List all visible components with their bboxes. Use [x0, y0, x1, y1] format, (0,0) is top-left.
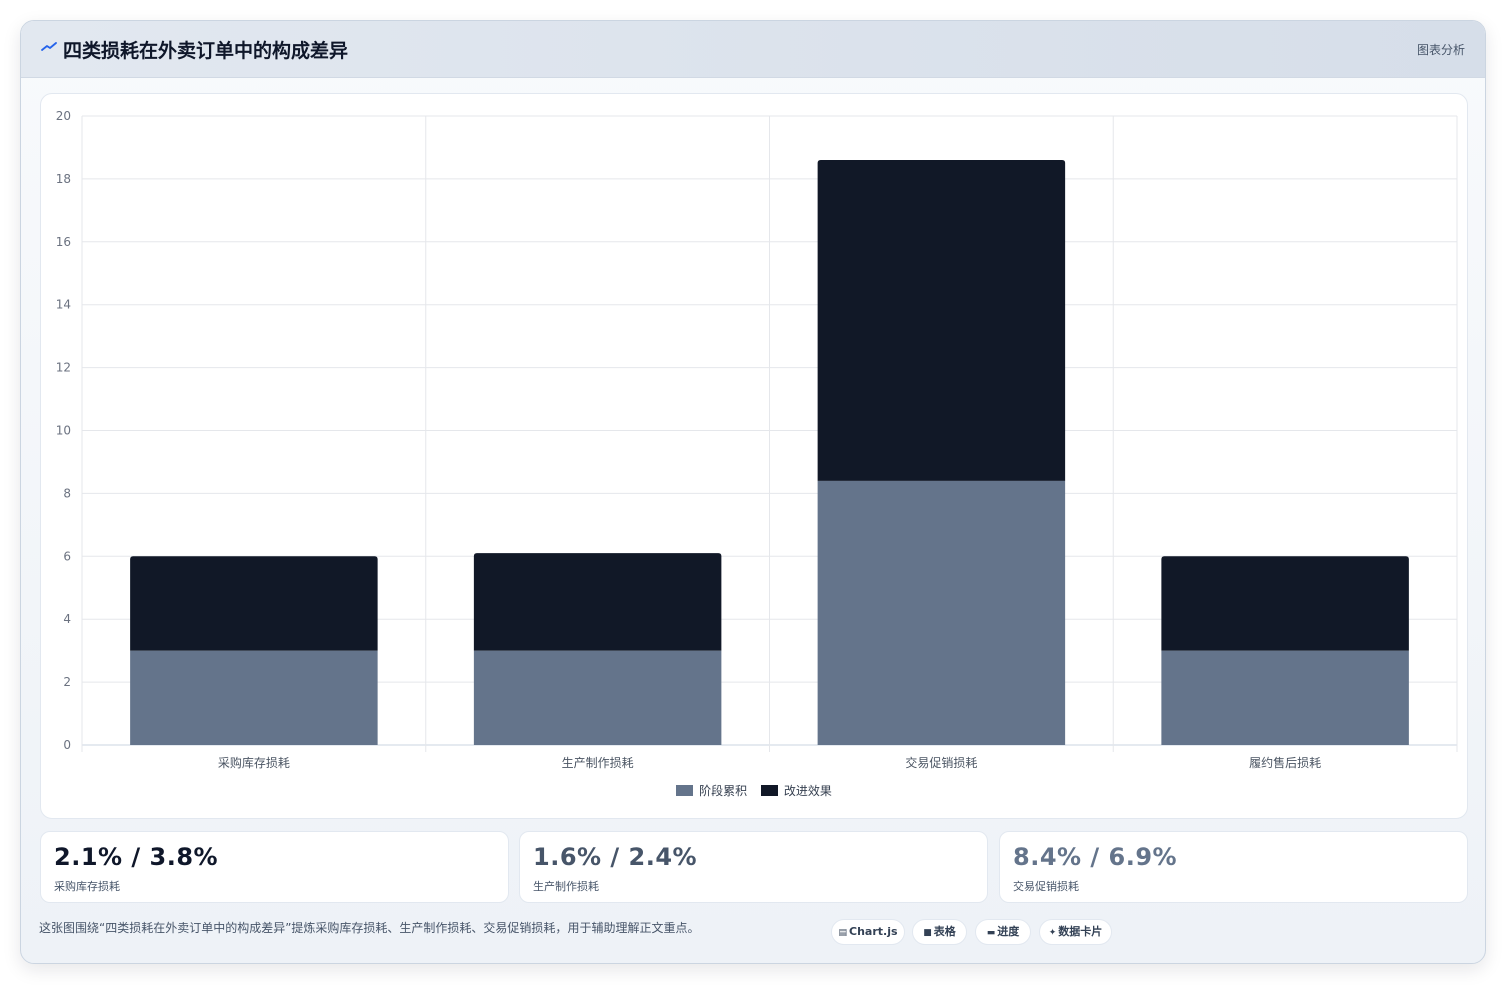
chip-label: 进度 [997, 925, 1020, 938]
stat-value: 1.6% / 2.4% [533, 843, 698, 871]
trend-line-icon [41, 42, 57, 51]
legend-item-stage[interactable]: 阶段累积 [676, 782, 747, 799]
y-tick-label: 2 [63, 675, 71, 689]
y-tick-label: 12 [56, 361, 71, 375]
chip-label: 数据卡片 [1058, 925, 1103, 938]
bar-segment-stage [817, 480, 1066, 745]
legend-swatch-improvement [760, 785, 778, 796]
stat-value: 8.4% / 6.9% [1013, 843, 1178, 871]
y-tick-label: 18 [56, 172, 71, 186]
footer-description: 这张图围绕“四类损耗在外卖订单中的构成差异”提炼采购库存损耗、生产制作损耗、交易… [39, 921, 700, 935]
y-tick-label: 6 [63, 549, 71, 563]
chip-table[interactable]: ■ 表格 [912, 919, 967, 945]
stat-label: 交易促销损耗 [1013, 880, 1079, 893]
progress-icon: ▬ [986, 928, 996, 938]
stat-value: 2.1% / 3.8% [54, 843, 219, 871]
sparkle-icon: ✦ [1048, 928, 1057, 938]
bar-segment-improvement [473, 553, 722, 651]
chip-label: Chart.js [849, 925, 898, 938]
stat-label: 采购库存损耗 [54, 880, 120, 893]
chip-chartjs[interactable]: ▤ Chart.js [831, 919, 905, 945]
y-tick-label: 20 [56, 109, 71, 123]
x-tick-label: 交易促销损耗 [905, 755, 977, 770]
x-tick-label: 采购库存损耗 [218, 755, 290, 770]
bar-segment-improvement [817, 160, 1066, 481]
legend-swatch-stage [676, 785, 694, 796]
y-tick-label: 14 [56, 298, 71, 312]
legend-item-improvement[interactable]: 改进效果 [760, 782, 832, 799]
bar-segment-stage [1161, 650, 1409, 745]
chart-card: 四类损耗在外卖订单中的构成差异 图表分析 0 2 4 6 8 10 12 14 16 18 20 采购… [20, 20, 1486, 964]
y-tick-label: 10 [56, 424, 71, 438]
legend-label-improvement: 改进效果 [783, 784, 832, 798]
bar-segment-stage [130, 650, 378, 745]
chart-icon: ▤ [838, 928, 847, 938]
chart-panel: 0 2 4 6 8 10 12 14 16 18 20 采购库存损耗 生产制作损耗 交易促销损耗 履约售后损… [40, 93, 1468, 819]
bar-segment-stage [473, 650, 722, 745]
bar-segment-improvement [130, 556, 378, 651]
chip-data-card[interactable]: ✦ 数据卡片 [1039, 919, 1112, 945]
stat-card-procurement: 2.1% / 3.8% 采购库存损耗 [40, 831, 509, 903]
stat-card-promotion: 8.4% / 6.9% 交易促销损耗 [999, 831, 1468, 903]
x-tick-label: 履约售后损耗 [1249, 755, 1321, 770]
card-header: 四类损耗在外卖订单中的构成差异 图表分析 [21, 21, 1485, 78]
y-tick-label: 16 [56, 235, 71, 249]
chart-legend: 阶段累积 改进效果 [41, 782, 1467, 799]
x-tick-label: 生产制作损耗 [562, 756, 634, 770]
y-tick-label: 0 [63, 738, 71, 752]
chip-label: 表格 [933, 925, 956, 938]
table-icon: ■ [923, 928, 932, 938]
stacked-bar-chart: 0 2 4 6 8 10 12 14 16 18 20 采购库存损耗 生产制作损耗 交易促销损耗 履约售后损… [56, 109, 1458, 770]
bar-segment-improvement [1161, 556, 1409, 651]
y-tick-label: 4 [63, 612, 71, 626]
legend-label-stage: 阶段累积 [699, 784, 748, 798]
stat-card-production: 1.6% / 2.4% 生产制作损耗 [519, 831, 988, 903]
y-tick-label: 8 [63, 486, 71, 500]
chip-progress[interactable]: ▬ 进度 [975, 919, 1031, 945]
chart-analysis-tag: 图表分析 [1416, 43, 1465, 57]
stat-label: 生产制作损耗 [533, 880, 599, 893]
chart-title: 四类损耗在外卖订单中的构成差异 [63, 40, 349, 62]
